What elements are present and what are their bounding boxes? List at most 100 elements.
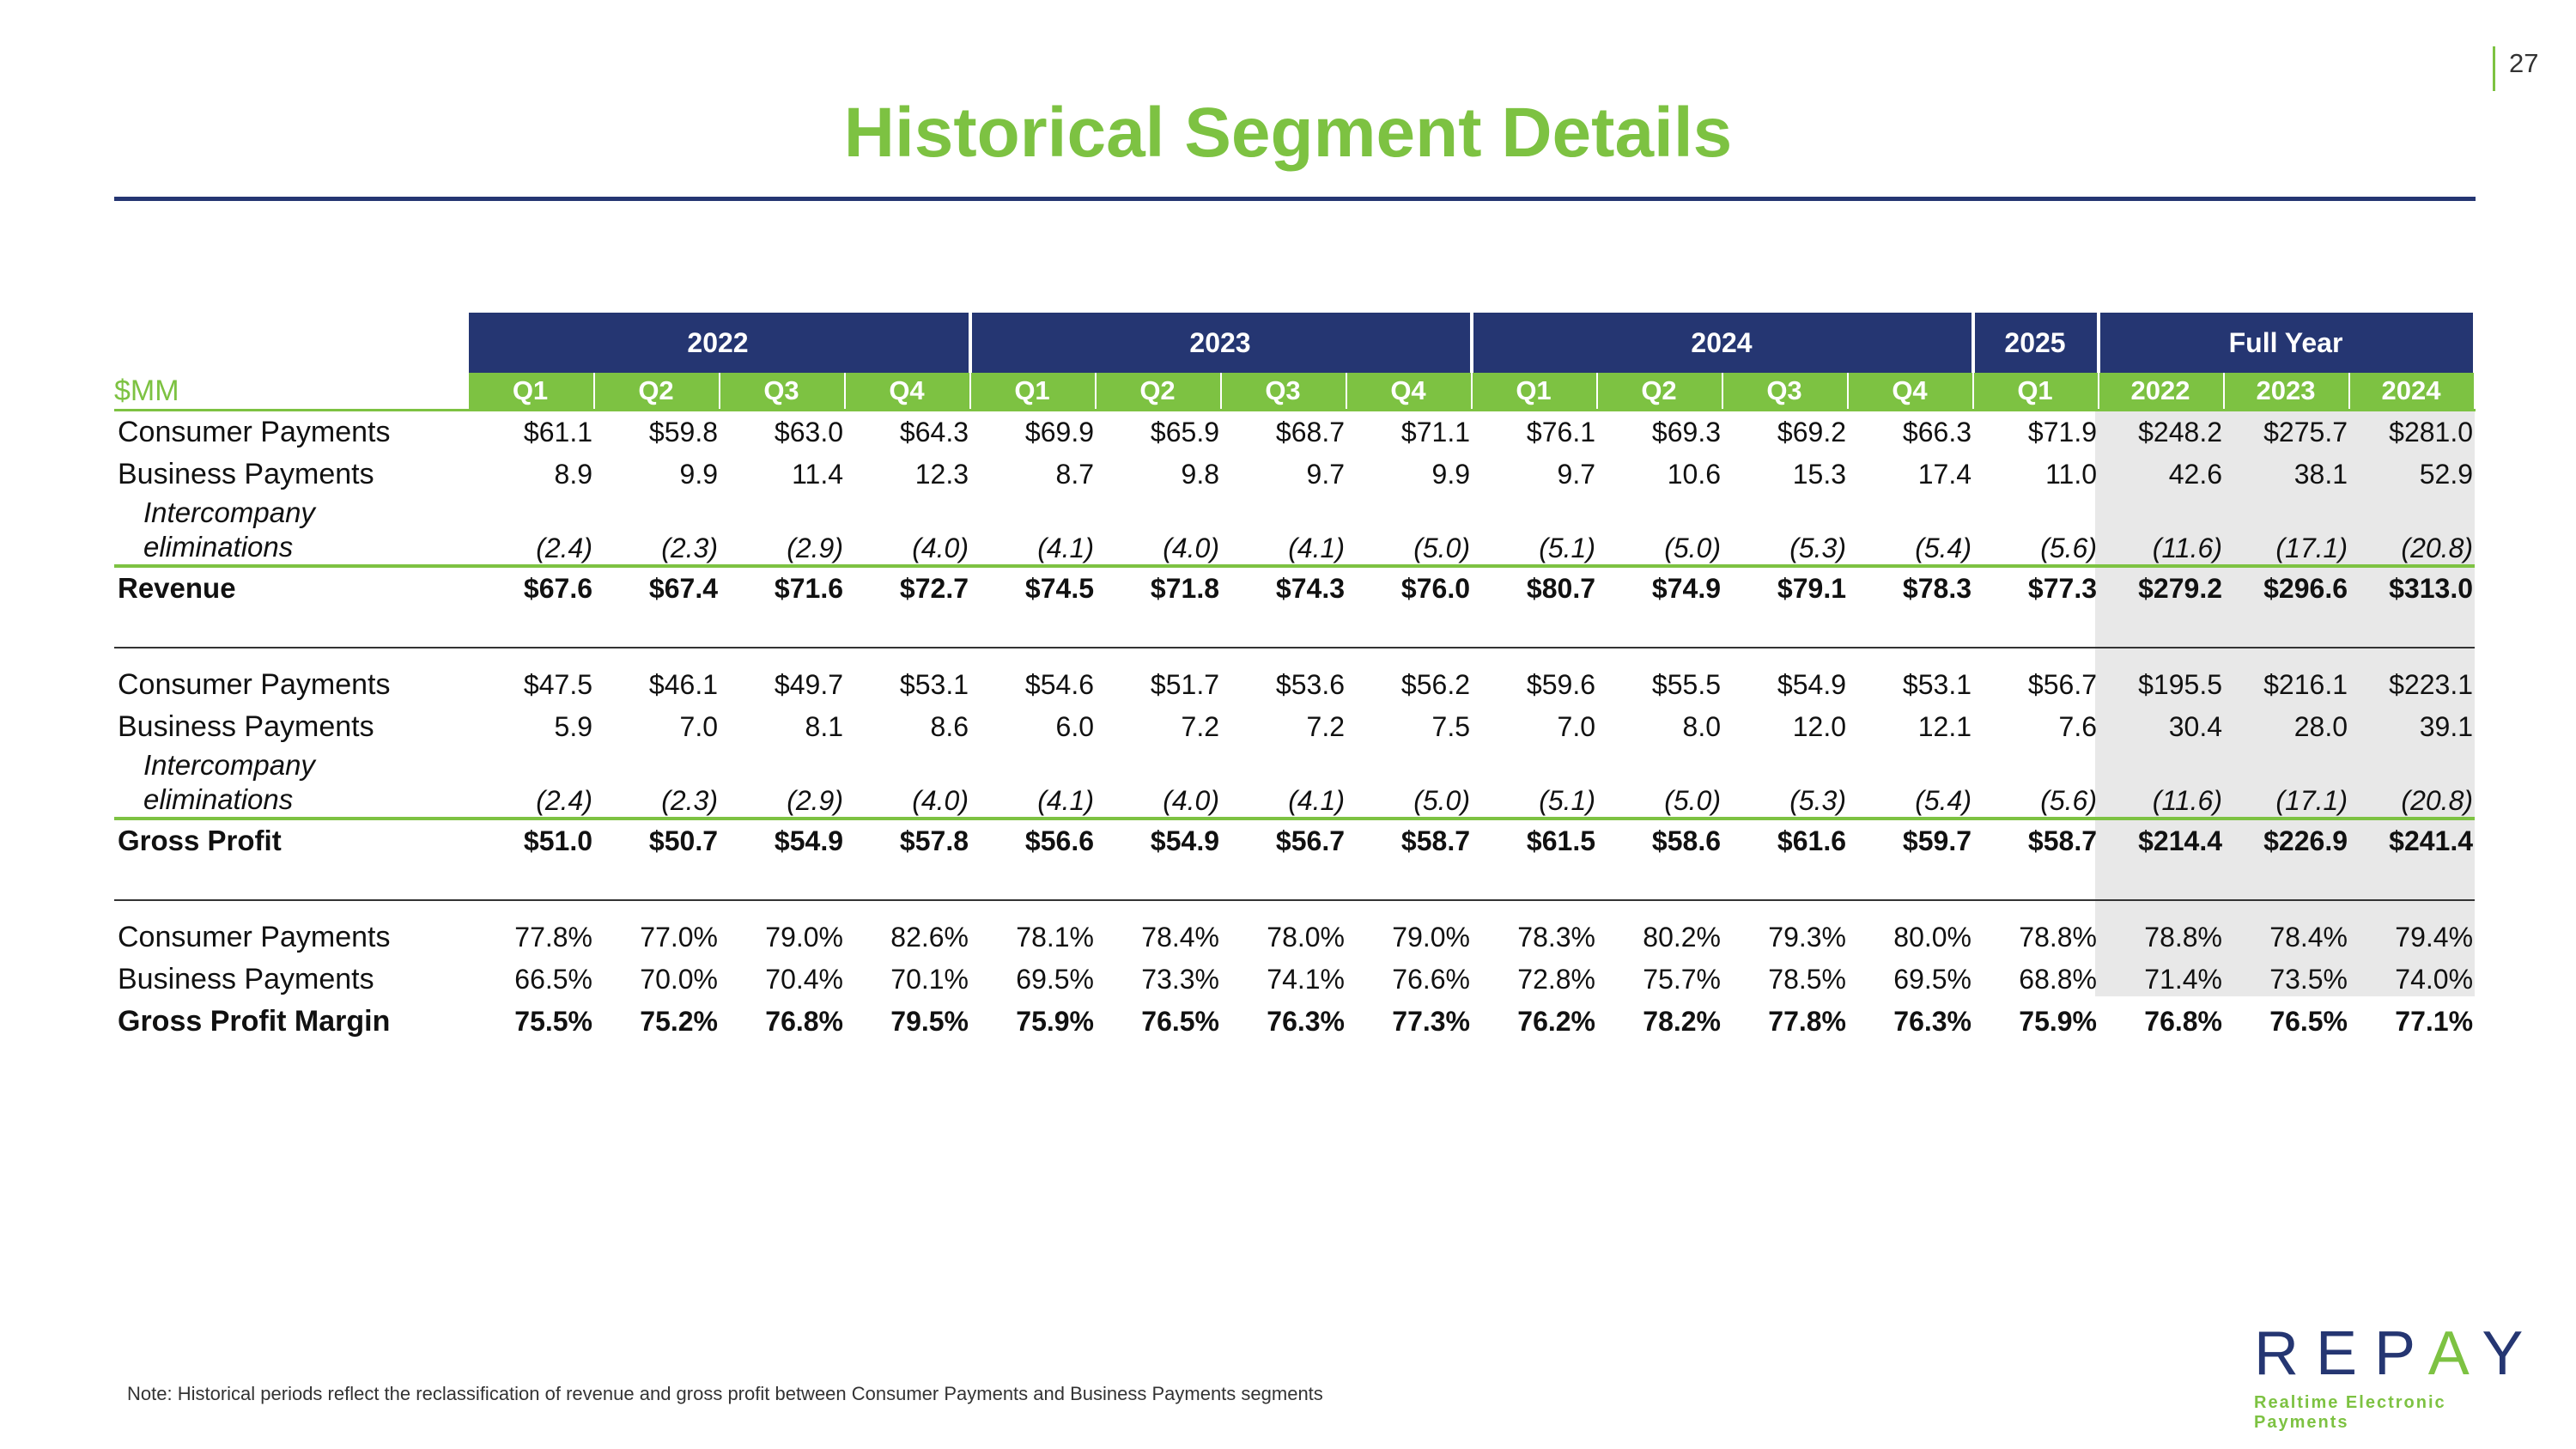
table-cell: 78.0% bbox=[1267, 922, 1345, 953]
quarter-header: Q1 bbox=[970, 373, 1097, 411]
page-title: Historical Segment Details bbox=[843, 94, 1733, 172]
row-label: Business Payments bbox=[118, 710, 374, 743]
table-cell: 76.3% bbox=[1893, 1006, 1971, 1037]
table-cell: $58.7 bbox=[1346, 817, 1472, 861]
table-cell: $195.5 bbox=[2138, 669, 2222, 700]
logo-tagline: Realtime Electronic Payments bbox=[2254, 1393, 2446, 1432]
table-cell: 69.5% bbox=[1893, 964, 1971, 995]
table-cell: 76.8% bbox=[2144, 1006, 2222, 1037]
table-cell: $281.0 bbox=[2389, 417, 2474, 447]
table-cell: 75.9% bbox=[1016, 1006, 1094, 1037]
table-row-total: Gross Profit Margin 75.5% 75.2% 76.8% 79.5% 7… bbox=[114, 1001, 2475, 1043]
table-cell: 28.0 bbox=[2293, 711, 2348, 742]
year-header-row: 2022 2023 2024 2025 Full Year bbox=[114, 313, 2477, 373]
table-cell: (5.0) bbox=[1413, 533, 1470, 563]
table-cell: 78.5% bbox=[1768, 964, 1846, 995]
quarter-header-row: $MM Q1 Q2 Q3 Q4 Q1 Q2 Q3 Q4 Q1 Q2 Q3 Q4 … bbox=[114, 373, 2476, 411]
table-cell: $59.6 bbox=[1526, 669, 1595, 700]
row-label: Consumer Payments bbox=[118, 668, 391, 701]
table-cell: 9.7 bbox=[1306, 459, 1345, 490]
table-cell: (4.0) bbox=[1163, 785, 1219, 816]
table-cell: $79.1 bbox=[1722, 564, 1848, 609]
quarter-header: Q2 bbox=[594, 373, 720, 411]
table-cell: (17.1) bbox=[2275, 533, 2348, 563]
table-cell: 69.5% bbox=[1016, 964, 1094, 995]
table-cell: (2.3) bbox=[661, 785, 718, 816]
table-cell: 52.9 bbox=[2419, 459, 2474, 490]
table-cell: $74.9 bbox=[1597, 564, 1722, 609]
table-cell: 76.3% bbox=[1267, 1006, 1345, 1037]
table-cell: 79.5% bbox=[890, 1006, 969, 1037]
table-row: Intercompany eliminations (2.4) (2.3) (2.9)… bbox=[114, 496, 2475, 566]
table-cell: $71.9 bbox=[2027, 417, 2097, 447]
table-cell: $58.7 bbox=[1973, 817, 2099, 861]
table-cell: 71.4% bbox=[2144, 964, 2222, 995]
table-cell: 9.9 bbox=[1431, 459, 1470, 490]
table-cell: 74.1% bbox=[1267, 964, 1345, 995]
table-cell: 79.0% bbox=[765, 922, 843, 953]
table-row-total: Gross Profit $51.0 $50.7 $54.9 $57.8 $56.6 $54… bbox=[114, 817, 2476, 861]
table-cell: $72.7 bbox=[845, 564, 970, 609]
table-cell: (5.3) bbox=[1789, 533, 1846, 563]
table-cell: 76.5% bbox=[2269, 1006, 2348, 1037]
table-cell: 75.5% bbox=[514, 1006, 592, 1037]
table-cell: 74.0% bbox=[2395, 964, 2474, 995]
table-cell: 76.8% bbox=[765, 1006, 843, 1037]
table-cell: (11.6) bbox=[2152, 533, 2222, 563]
table-cell: (4.0) bbox=[1163, 533, 1219, 563]
table-cell: (5.6) bbox=[2040, 533, 2097, 563]
table-cell: (2.4) bbox=[536, 533, 592, 563]
table-cell: $56.2 bbox=[1400, 669, 1470, 700]
table-cell: (4.1) bbox=[1288, 533, 1345, 563]
table-cell: $313.0 bbox=[2349, 564, 2476, 609]
table-cell: 42.6 bbox=[2168, 459, 2222, 490]
footnote: Note: Historical periods reflect the rec… bbox=[127, 1383, 1323, 1404]
table-cell: $71.8 bbox=[1096, 564, 1221, 609]
table-cell: (11.6) bbox=[2152, 785, 2222, 816]
table-cell: $67.4 bbox=[594, 564, 720, 609]
table-cell: 80.0% bbox=[1893, 922, 1971, 953]
units-label: $MM bbox=[114, 373, 469, 411]
table-cell: (5.1) bbox=[1539, 785, 1595, 816]
quarter-header: 2022 bbox=[2099, 373, 2225, 411]
table-cell: 8.9 bbox=[554, 459, 592, 490]
table-cell: 8.0 bbox=[1682, 711, 1721, 742]
table-cell: $69.9 bbox=[1024, 417, 1094, 447]
table-cell: (17.1) bbox=[2275, 785, 2348, 816]
table-cell: 6.0 bbox=[1055, 711, 1094, 742]
row-label: Gross Profit bbox=[114, 817, 469, 861]
quarter-header: 2024 bbox=[2349, 373, 2476, 411]
table-cell: 79.4% bbox=[2395, 922, 2474, 953]
table-cell: $69.3 bbox=[1651, 417, 1721, 447]
table-cell: $57.8 bbox=[845, 817, 970, 861]
table-cell: 77.8% bbox=[514, 922, 592, 953]
table-cell: 75.9% bbox=[2019, 1006, 2097, 1037]
section-divider bbox=[114, 861, 2476, 901]
table-cell: (5.0) bbox=[1664, 785, 1721, 816]
row-label: Gross Profit Margin bbox=[118, 1005, 391, 1038]
quarter-header: Q3 bbox=[1221, 373, 1347, 411]
table-cell: 80.2% bbox=[1643, 922, 1721, 953]
table-cell: $248.2 bbox=[2138, 417, 2222, 447]
table-cell: (4.1) bbox=[1288, 785, 1345, 816]
table-cell: 75.2% bbox=[640, 1006, 718, 1037]
year-header: 2025 bbox=[1973, 313, 2100, 373]
table-row-total: Revenue $67.6 $67.4 $71.6 $72.7 $74.5 $71.8 $74… bbox=[114, 564, 2476, 609]
table-cell: 78.4% bbox=[1141, 922, 1219, 953]
segment-table: 2022 2023 2024 2025 Full Year $MM Q1 Q2 … bbox=[114, 313, 2477, 1043]
table-cell: $61.1 bbox=[523, 417, 592, 447]
row-label: Intercompany eliminations bbox=[143, 749, 315, 815]
table-cell: 79.0% bbox=[1392, 922, 1470, 953]
table-cell: $53.1 bbox=[1902, 669, 1971, 700]
table-cell: 78.3% bbox=[1517, 922, 1595, 953]
table-cell: 66.5% bbox=[514, 964, 592, 995]
table-cell: 73.5% bbox=[2269, 964, 2348, 995]
table-cell: $59.7 bbox=[1848, 817, 1973, 861]
page-number: 27 bbox=[2509, 48, 2539, 78]
table-cell: 76.6% bbox=[1392, 964, 1470, 995]
page-number-divider bbox=[2493, 46, 2495, 91]
table-cell: 7.2 bbox=[1306, 711, 1345, 742]
table-cell: 76.5% bbox=[1141, 1006, 1219, 1037]
table-cell: $65.9 bbox=[1150, 417, 1219, 447]
table-cell: $61.5 bbox=[1472, 817, 1597, 861]
